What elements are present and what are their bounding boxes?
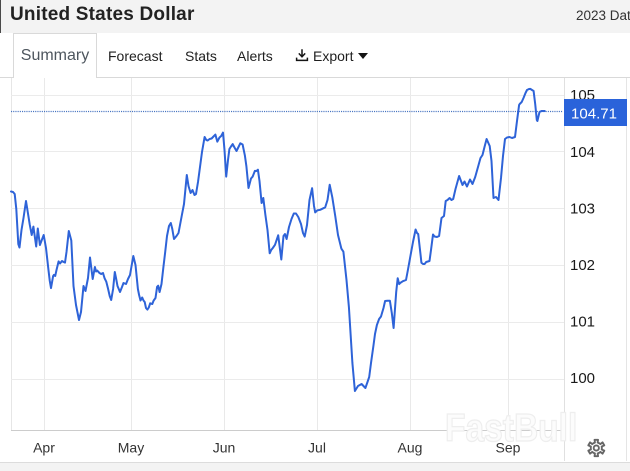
svg-text:102: 102 xyxy=(570,257,595,274)
svg-text:104.71: 104.71 xyxy=(571,106,617,123)
svg-text:100: 100 xyxy=(570,370,595,387)
svg-text:Aug: Aug xyxy=(398,440,423,456)
svg-text:101: 101 xyxy=(570,314,595,331)
svg-text:Apr: Apr xyxy=(33,440,55,456)
svg-text:104: 104 xyxy=(570,144,595,161)
svg-text:Jul: Jul xyxy=(308,440,326,456)
svg-text:Jun: Jun xyxy=(213,440,236,456)
svg-text:May: May xyxy=(118,440,144,456)
svg-text:103: 103 xyxy=(570,201,595,218)
svg-text:Sep: Sep xyxy=(496,440,521,456)
